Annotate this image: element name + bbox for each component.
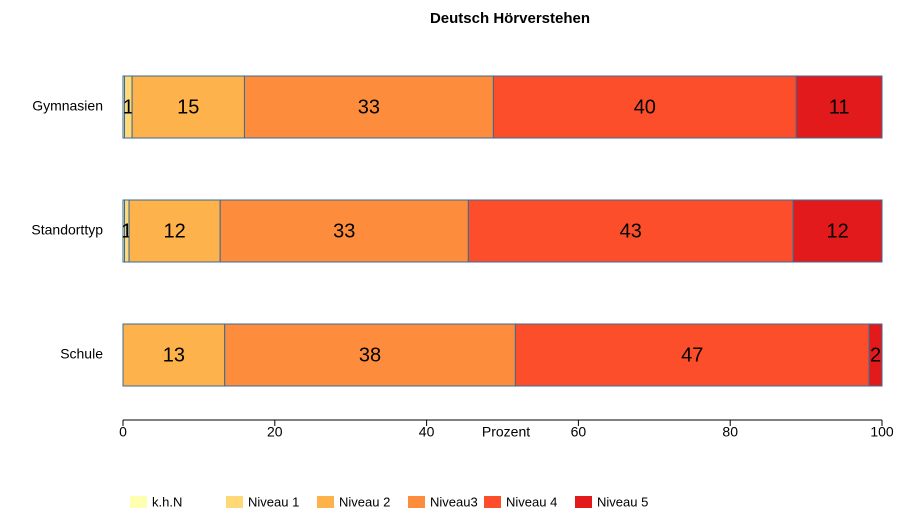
bar-segment <box>467 199 794 263</box>
data-label: 47 <box>681 344 703 366</box>
legend-swatch <box>317 496 334 508</box>
x-tick-label: 60 <box>571 424 587 440</box>
bar-segment <box>514 323 870 387</box>
bar-segment <box>122 323 226 387</box>
legend-label: k.h.N <box>152 494 182 509</box>
data-label: 43 <box>620 220 642 242</box>
data-label: 13 <box>163 344 185 366</box>
x-tick-label: 100 <box>870 424 894 440</box>
x-tick-label: 0 <box>119 424 127 440</box>
bar-segment <box>224 323 516 387</box>
chart-title: Deutsch Hörverstehen <box>430 10 590 27</box>
data-label: 33 <box>333 220 355 242</box>
bar-segment <box>131 75 245 139</box>
y-tick-label: Gymnasien <box>32 98 103 114</box>
data-label: 1 <box>121 220 132 242</box>
legend-swatch <box>408 496 425 508</box>
legend-label: Niveau 4 <box>506 494 557 509</box>
x-tick-label: 80 <box>722 424 738 440</box>
bar-segment <box>219 199 469 263</box>
legend-swatch <box>575 496 592 508</box>
legend-swatch <box>130 496 147 508</box>
data-label: 33 <box>358 96 380 118</box>
bar-segment <box>128 199 221 263</box>
bar-segment <box>792 199 883 263</box>
legend-label: Niveau 1 <box>248 494 299 509</box>
bar-segment <box>243 75 494 139</box>
data-label: 11 <box>829 96 850 118</box>
y-tick-label: Schule <box>60 346 103 362</box>
legend-label: Niveau3 <box>430 494 478 509</box>
data-label: 1 <box>123 96 134 118</box>
legend-label: Niveau 5 <box>597 494 648 509</box>
x-tick-label: 20 <box>267 424 283 440</box>
data-label: 12 <box>826 220 848 242</box>
data-label: 38 <box>359 344 381 366</box>
data-label: 40 <box>634 96 656 118</box>
legend-swatch <box>484 496 501 508</box>
bar-segment <box>795 75 883 139</box>
x-axis-label: Prozent <box>482 424 530 440</box>
legend-label: Niveau 2 <box>339 494 390 509</box>
y-tick-label: Standorttyp <box>31 222 103 238</box>
data-label: 2 <box>870 344 881 366</box>
bar-segment <box>868 323 883 387</box>
x-tick-label: 40 <box>419 424 435 440</box>
data-label: 12 <box>163 220 185 242</box>
legend-swatch <box>226 496 243 508</box>
data-label: 15 <box>177 96 199 118</box>
